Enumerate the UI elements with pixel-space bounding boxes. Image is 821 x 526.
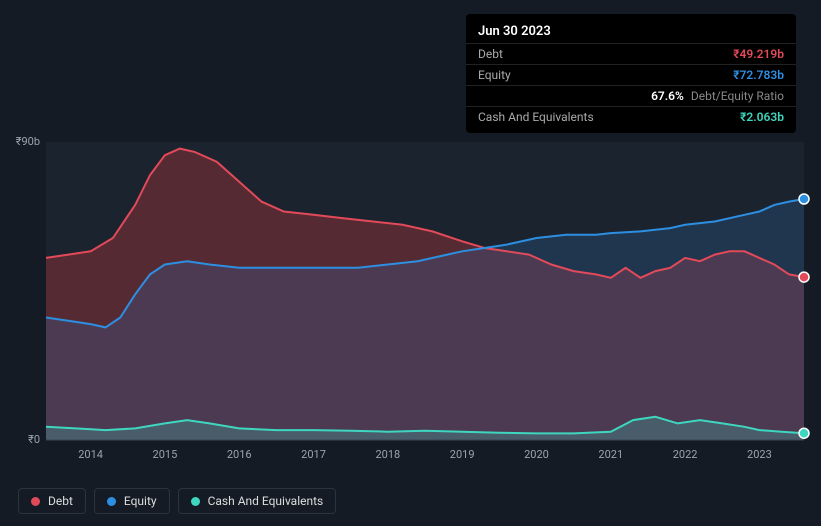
tooltip-row-label: Debt — [478, 47, 503, 61]
x-tick-label: 2019 — [450, 448, 475, 461]
legend-item-equity[interactable]: Equity — [94, 488, 170, 514]
x-tick-label: 2018 — [375, 448, 400, 461]
x-tick-label: 2016 — [227, 448, 252, 461]
x-tick-label: 2023 — [747, 448, 772, 461]
legend-item-cash[interactable]: Cash And Equivalents — [178, 488, 337, 514]
cash-dot-icon — [191, 497, 200, 506]
legend-label: Cash And Equivalents — [208, 494, 324, 508]
y-tick-label: ₹0 — [28, 433, 40, 446]
tooltip-row: Debt ₹49.219b — [466, 43, 796, 64]
tooltip-row: Cash And Equivalents ₹2.063b — [466, 106, 796, 127]
x-tick-label: 2017 — [301, 448, 326, 461]
tooltip-row-value: ₹49.219b — [733, 47, 784, 61]
tooltip-row-label: Equity — [478, 68, 511, 82]
y-tick-label: ₹90b — [16, 135, 40, 148]
x-tick-label: 2020 — [524, 448, 549, 461]
series-marker-debt — [799, 272, 809, 282]
tooltip-date: Jun 30 2023 — [466, 20, 796, 43]
legend-label: Equity — [124, 494, 157, 508]
debt-dot-icon — [31, 497, 40, 506]
series-marker-cash — [799, 428, 809, 438]
series-marker-equity — [799, 194, 809, 204]
tooltip-row-label: Cash And Equivalents — [478, 110, 594, 124]
x-tick-label: 2015 — [153, 448, 178, 461]
legend-item-debt[interactable]: Debt — [18, 488, 86, 514]
tooltip-row: 67.6% Debt/Equity Ratio — [466, 85, 796, 106]
x-tick-label: 2022 — [673, 448, 698, 461]
tooltip-row-extra: Debt/Equity Ratio — [688, 89, 784, 103]
tooltip-row: Equity ₹72.783b — [466, 64, 796, 85]
chart-legend: Debt Equity Cash And Equivalents — [18, 488, 336, 514]
tooltip-row-value: 67.6% — [651, 89, 684, 103]
equity-dot-icon — [107, 497, 116, 506]
x-tick-label: 2021 — [598, 448, 623, 461]
chart-tooltip: Jun 30 2023 Debt ₹49.219b Equity ₹72.783b 67… — [466, 14, 796, 133]
tooltip-row-value: ₹72.783b — [733, 68, 784, 82]
x-tick-label: 2014 — [78, 448, 103, 461]
tooltip-row-value: ₹2.063b — [740, 110, 784, 124]
legend-label: Debt — [48, 494, 73, 508]
